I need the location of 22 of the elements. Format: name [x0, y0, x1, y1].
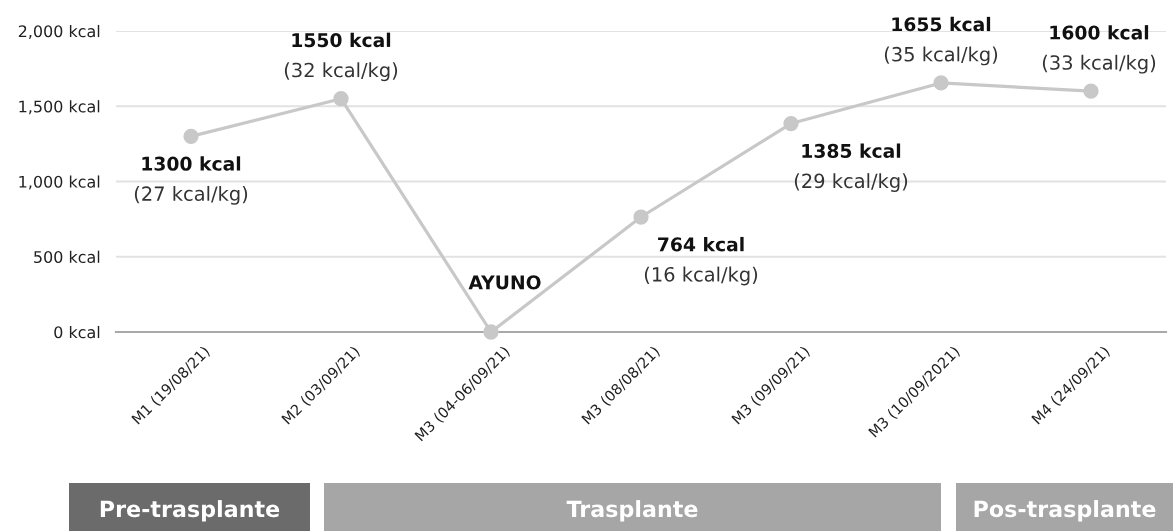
- point: [483, 324, 499, 340]
- text: Trasplante: [566, 500, 698, 522]
- y-tick-label: 1,000 kcal: [19, 175, 100, 190]
- point: [183, 128, 199, 144]
- y-tick-label: 500 kcal: [34, 250, 100, 264]
- data-label: 1655 kcal (35 kcal/kg): [884, 16, 998, 66]
- text: Pre-trasplante: [100, 500, 280, 522]
- y-tick-label: 1,500 kcal: [19, 100, 100, 115]
- point: [633, 209, 649, 225]
- data-label: 1600 kcal (33 kcal/kg): [1042, 25, 1156, 74]
- data-label: 1550 kcal (32 kcal/kg): [284, 32, 398, 82]
- data-label: 764 kcal (16 kcal/kg): [644, 236, 758, 286]
- y-tick-label: 0 kcal: [54, 325, 100, 339]
- point: [1083, 83, 1099, 99]
- point: [933, 75, 949, 91]
- point: [783, 115, 799, 132]
- text: Pos-trasplante: [974, 500, 1156, 522]
- data-label: AYUNO: [468, 275, 541, 290]
- data-label: 1300 kcal (27 kcal/kg): [134, 156, 248, 205]
- data-label: 1385 kcal (29 kcal/kg): [794, 143, 908, 192]
- y-tick-label: 2,000 kcal: [18, 24, 100, 39]
- point: [333, 91, 349, 107]
